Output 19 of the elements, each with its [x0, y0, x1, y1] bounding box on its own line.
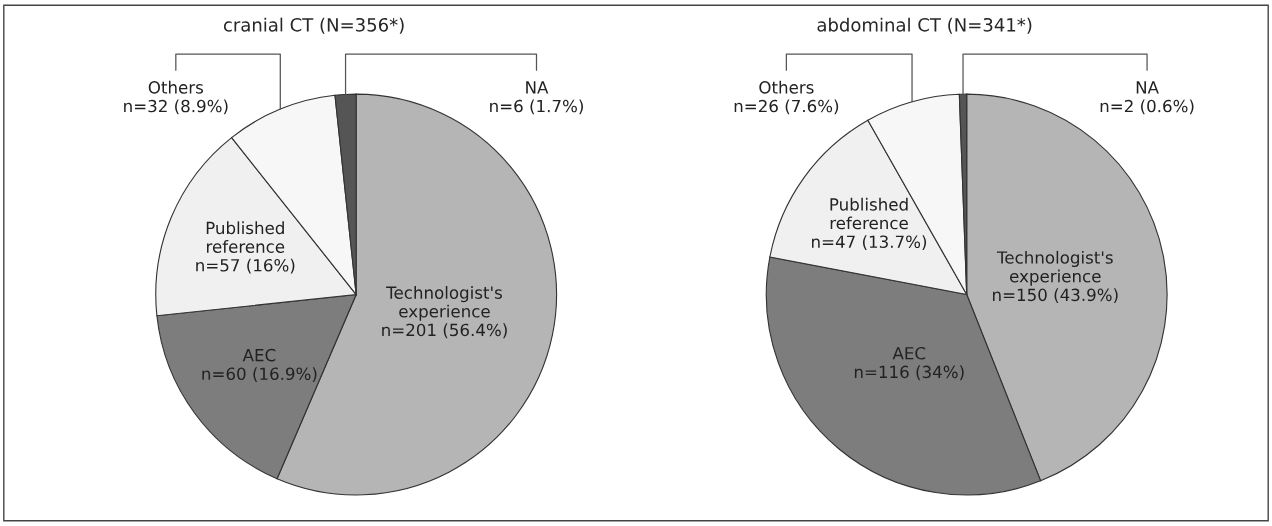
slice-label: AEC: [892, 346, 926, 360]
data-label: n=6 (1.7%): [490, 99, 583, 115]
slice-label: Others: [759, 80, 814, 94]
data-label: n=32 (8.9%): [124, 99, 228, 115]
data-label: n=26 (7.6%): [734, 99, 839, 115]
data-label: n=116 (34%): [854, 365, 964, 381]
data-label: n=201 (56.4%): [382, 323, 507, 339]
data-label: n=150 (43.9%): [993, 288, 1118, 304]
chart-title: cranial CT (N=356*): [223, 17, 404, 34]
data-label: n=57 (16%): [196, 258, 295, 274]
slice-label: NA: [1136, 81, 1159, 94]
chart-title: abdominal CT (N=341*): [817, 17, 1032, 34]
slice-label: NA: [526, 81, 549, 94]
data-label: n=47 (13.7%): [812, 235, 927, 250]
slice-label: AEC: [242, 348, 276, 362]
slice-label: Published reference: [830, 197, 908, 230]
data-label: n=60 (16.9%): [202, 367, 317, 383]
data-label: n=2 (0.6%): [1100, 99, 1194, 115]
slice-label: Others: [148, 80, 204, 94]
